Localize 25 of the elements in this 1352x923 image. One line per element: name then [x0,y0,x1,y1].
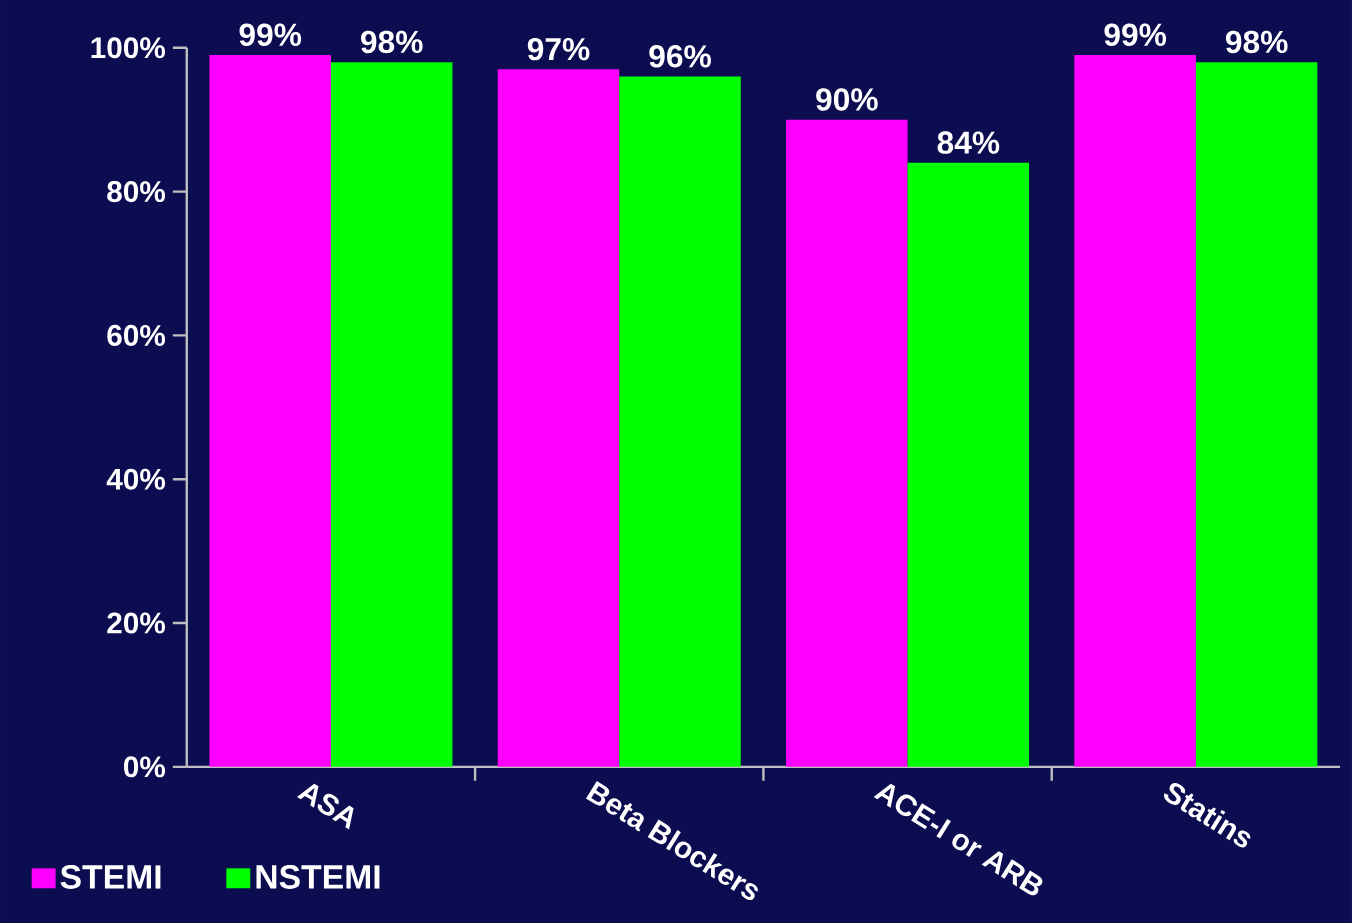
legend-label: NSTEMI [256,864,380,889]
bar [1074,54,1196,767]
data-label: 90% [816,88,878,111]
data-label: 99% [239,23,302,46]
y-tick-label: 100% [91,37,166,59]
data-label: 84% [937,131,1000,154]
bar [330,62,453,767]
bar [497,69,620,767]
bar [907,162,1030,767]
bar [786,119,908,767]
y-tick-label: 80% [107,180,166,203]
bar [619,76,741,767]
y-tick-label: 60% [107,324,166,346]
y-tick-label: 20% [107,612,166,634]
y-tick-label: 40% [106,468,166,490]
data-label: 97% [527,37,590,61]
x-tick-label: ASA [297,783,354,830]
data-label: 98% [1225,30,1288,54]
data-label: 98% [361,30,423,54]
legend-label: STEMI [60,864,161,889]
data-label: 99% [1104,23,1167,46]
bar [1195,62,1318,767]
y-tick-label: 0% [123,756,166,778]
data-label: 96% [649,44,711,68]
bar [209,54,331,767]
